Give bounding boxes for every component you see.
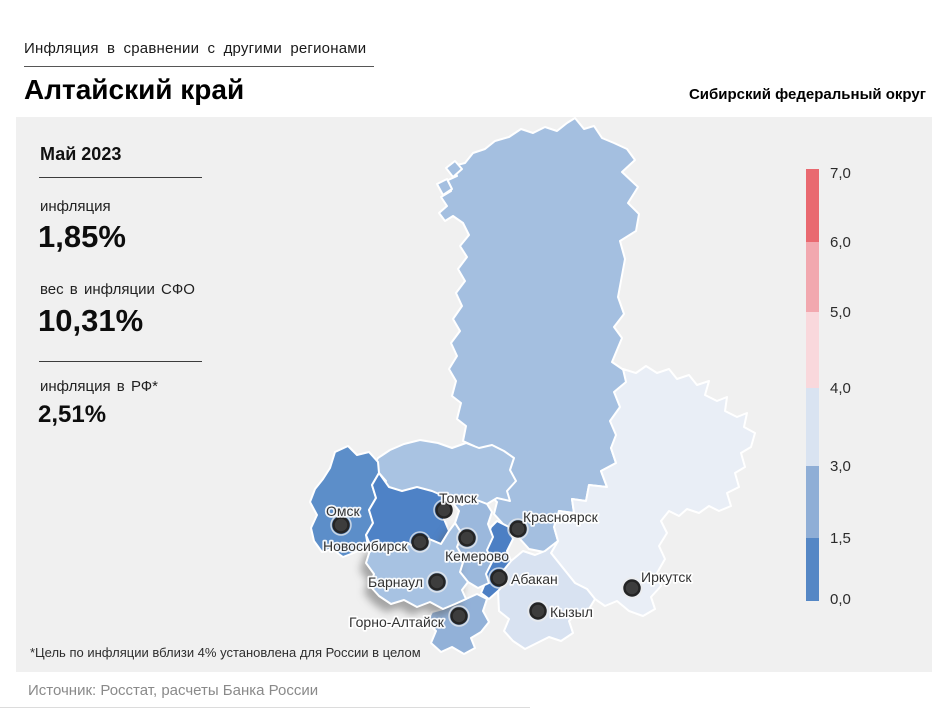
weight-label: вес в инфляции СФО bbox=[40, 281, 195, 298]
legend-tick-6: 6,0 bbox=[830, 234, 851, 251]
legend-tick-3: 3,0 bbox=[830, 458, 851, 475]
region-krasnoyarsk-island-2 bbox=[436, 178, 453, 196]
city-label-abakan: Абакан bbox=[511, 571, 558, 587]
city-marker-kemerovo bbox=[456, 527, 478, 549]
divider-line-bottom bbox=[39, 361, 202, 362]
city-label-kyzyl: Кызыл bbox=[550, 604, 593, 620]
city-label-gorno-altaisk: Горно-Алтайск bbox=[349, 614, 445, 630]
federal-district-label: Сибирский федеральный округ bbox=[688, 86, 926, 103]
eyebrow-underline bbox=[24, 66, 374, 67]
legend-segment-3-4 bbox=[806, 388, 819, 466]
legend-tick-5: 5,0 bbox=[830, 304, 851, 321]
city-labels: Омск Томск Новосибирск Кемерово Краснояр… bbox=[321, 488, 694, 632]
inflation-value: 1,85% bbox=[38, 219, 126, 254]
legend-segment-4-5 bbox=[806, 312, 819, 388]
city-label-novosibirsk: Новосибирск bbox=[323, 538, 408, 554]
city-label-krasnoyarsk: Красноярск bbox=[523, 509, 599, 525]
legend-tick-15: 1,5 bbox=[830, 530, 851, 547]
period-heading: Май 2023 bbox=[40, 144, 122, 164]
page-eyebrow: Инфляция в сравнении с другими регионами bbox=[24, 40, 367, 57]
city-label-irkutsk: Иркутск bbox=[641, 569, 692, 585]
color-scale-legend: 7,0 6,0 5,0 4,0 3,0 1,5 0,0 bbox=[806, 165, 851, 608]
city-markers bbox=[330, 499, 643, 627]
city-marker-barnaul bbox=[426, 571, 448, 593]
city-marker-irkutsk bbox=[621, 577, 643, 599]
city-label-kemerovo: Кемерово bbox=[445, 548, 509, 564]
source-line: Источник: Росстат, расчеты Банка России bbox=[28, 682, 319, 699]
legend-segment-6-7 bbox=[806, 169, 819, 242]
legend-segment-0-15 bbox=[806, 538, 819, 601]
city-marker-novosibirsk bbox=[409, 531, 431, 553]
city-marker-kyzyl bbox=[527, 600, 549, 622]
bottom-divider bbox=[0, 707, 530, 708]
city-marker-gorno-altaisk bbox=[448, 605, 470, 627]
rf-inflation-value: 2,51% bbox=[38, 401, 107, 428]
legend-tick-7: 7,0 bbox=[830, 165, 851, 182]
region-omsk bbox=[309, 445, 380, 558]
city-label-omsk: Омск bbox=[326, 503, 361, 519]
inflation-label: инфляция bbox=[40, 198, 111, 215]
map-regions bbox=[309, 117, 756, 655]
weight-value: 10,31% bbox=[38, 303, 144, 338]
region-krasnoyarsk-island-1 bbox=[445, 160, 463, 178]
city-marker-tomsk bbox=[433, 499, 455, 521]
city-label-barnaul: Барнаул bbox=[368, 574, 423, 590]
legend-tick-4: 4,0 bbox=[830, 380, 851, 397]
city-marker-omsk bbox=[330, 514, 352, 536]
divider-line-top bbox=[39, 177, 202, 178]
city-marker-krasnoyarsk bbox=[507, 518, 529, 540]
legend-segment-5-6 bbox=[806, 242, 819, 312]
city-label-tomsk: Томск bbox=[439, 490, 478, 506]
region-tyva bbox=[497, 540, 596, 650]
legend-segment-15-3 bbox=[806, 466, 819, 538]
target-footnote: *Цель по инфляции вблизи 4% установлена … bbox=[30, 645, 421, 660]
rf-inflation-label: инфляция в РФ* bbox=[40, 378, 159, 395]
city-marker-abakan bbox=[488, 567, 510, 589]
page-title: Алтайский край bbox=[24, 74, 245, 105]
legend-tick-0: 0,0 bbox=[830, 591, 851, 608]
